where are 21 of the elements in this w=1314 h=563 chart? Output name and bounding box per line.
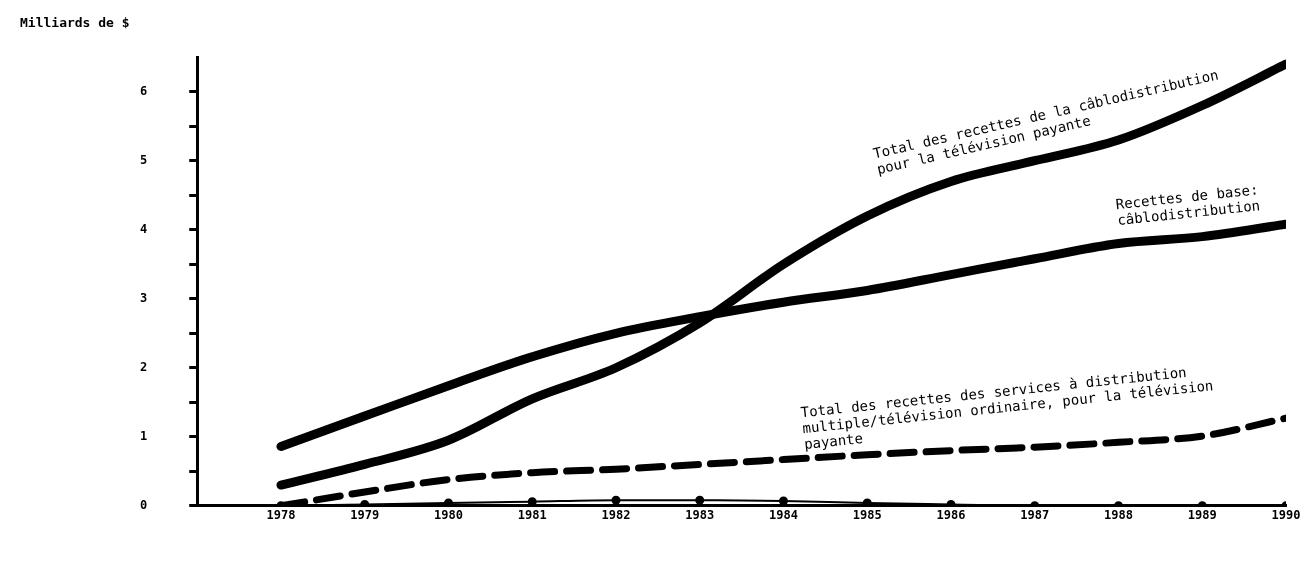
y-tick-label: 6: [139, 83, 148, 98]
y-tick-label: 1: [139, 428, 148, 443]
x-tick-label: 1981: [517, 508, 547, 523]
y-axis-title: Milliards de $: [20, 15, 130, 31]
x-tick-label: 1982: [601, 508, 631, 523]
x-tick-label: 1989: [1187, 508, 1217, 523]
y-tick-label: 3: [139, 290, 148, 305]
x-tick-label: 1986: [936, 508, 966, 523]
x-tick-label: 1979: [350, 508, 380, 523]
x-tick-label: 1978: [266, 508, 296, 523]
x-tick-label: 1988: [1104, 508, 1133, 523]
y-tick-label: 0: [139, 497, 148, 512]
y-tick-label: 2: [139, 359, 148, 374]
x-tick-label: 1984: [769, 508, 798, 523]
y-tick-label: 4: [139, 221, 148, 236]
x-tick-label: 1980: [434, 508, 463, 523]
x-tick-label: 1985: [852, 508, 882, 523]
y-tick-label: 5: [139, 152, 148, 167]
x-tick-label: 1987: [1020, 508, 1050, 523]
x-tick-label: 1983: [685, 508, 715, 523]
x-tick-label: 1990: [1271, 508, 1301, 523]
